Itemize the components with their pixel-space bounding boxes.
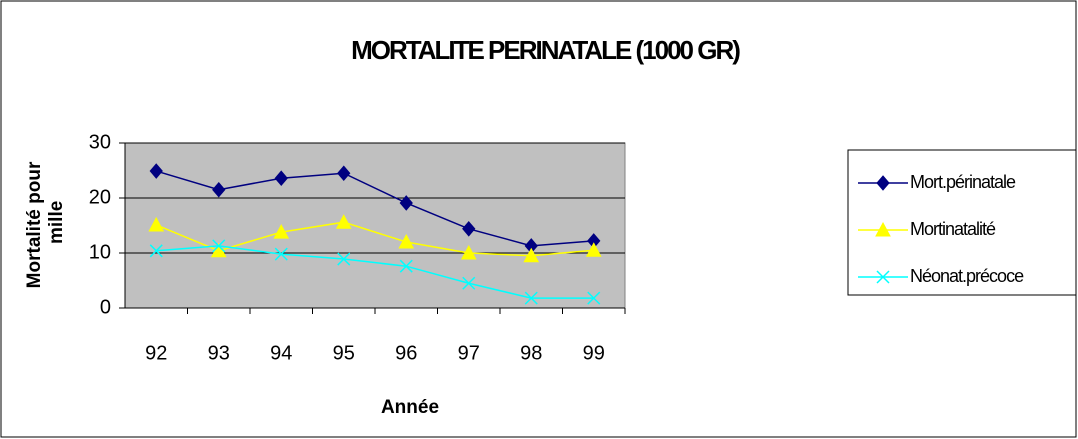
x-tick-label: 93 [208, 342, 230, 364]
x-tick-label: 98 [520, 342, 542, 364]
marker [212, 239, 226, 253]
marker [335, 214, 352, 229]
x-tick-label: 99 [583, 342, 605, 364]
x-tick-label: 96 [395, 342, 417, 364]
x-tick-label: 97 [458, 342, 480, 364]
marker [399, 195, 413, 211]
marker [875, 221, 891, 237]
marker [149, 163, 163, 179]
y-tick-label: 0 [100, 296, 111, 318]
y-axis-label: Mortalité pour mille [24, 161, 67, 288]
legend-label: Mort.périnatale [910, 172, 1016, 192]
marker [337, 252, 351, 266]
series-line [156, 170, 594, 247]
y-tick-label: 10 [89, 241, 111, 263]
x-tick-label: 95 [333, 342, 355, 364]
x-tick-label: 92 [145, 342, 167, 364]
marker [523, 247, 540, 263]
legend: Mort.périnatale Mortinatalité Néonat.préco… [847, 149, 1077, 296]
legend-label: Néonat.précoce [910, 266, 1024, 286]
marker [524, 291, 538, 305]
y-tick-label: 30 [89, 131, 111, 153]
marker [876, 175, 890, 191]
marker [585, 242, 602, 257]
marker [460, 244, 477, 260]
legend-box [847, 149, 1077, 296]
chart-title: MORTALITE PERINATALE (1000 GR) [351, 35, 740, 65]
x-tick-label: 94 [270, 342, 292, 364]
marker [462, 276, 476, 290]
y-tick-label: 20 [89, 186, 111, 208]
marker [876, 270, 890, 284]
marker [462, 221, 476, 237]
marker [398, 233, 415, 249]
marker [148, 216, 165, 232]
x-axis-label: Année [381, 397, 439, 418]
marker [212, 181, 226, 198]
marker [587, 291, 601, 305]
series-line [156, 245, 594, 299]
marker [274, 247, 288, 261]
marker [274, 170, 288, 186]
marker [149, 244, 163, 258]
marker [273, 224, 290, 239]
legend-label: Mortinatalité [910, 219, 996, 239]
marker [399, 259, 413, 273]
plot-background [124, 142, 626, 309]
marker [337, 165, 351, 182]
